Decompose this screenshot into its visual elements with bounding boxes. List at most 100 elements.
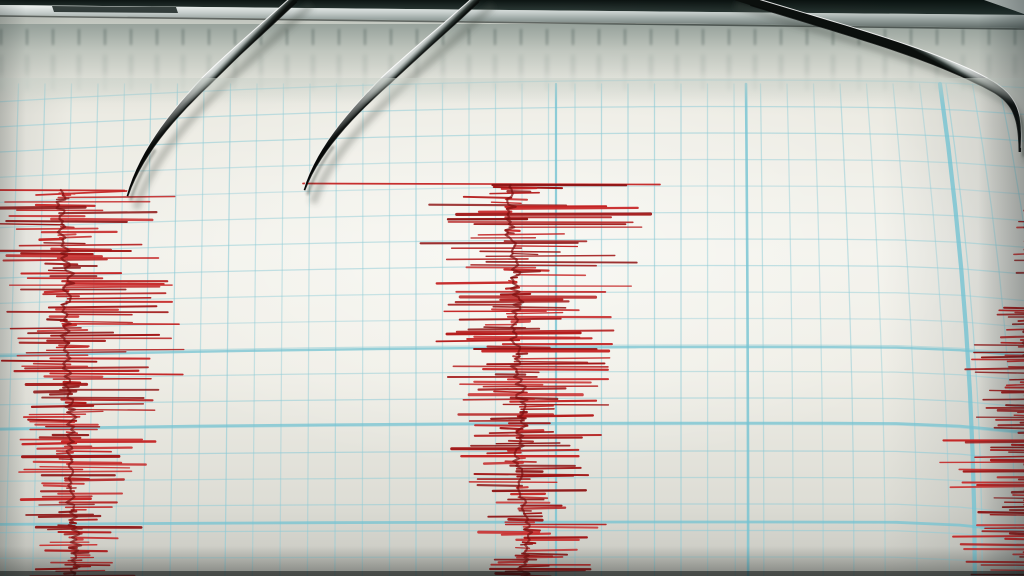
grid-line-v	[733, 83, 736, 576]
trace-left	[0, 188, 185, 576]
grid-line-v	[998, 83, 1024, 232]
trace-stroke	[42, 292, 167, 296]
trace-stroke	[58, 344, 90, 348]
trace-stroke	[19, 497, 92, 501]
trace-stroke	[990, 569, 1024, 572]
trace-stroke	[964, 367, 1024, 371]
grid-line-v-major	[744, 82, 750, 576]
trace-stroke	[44, 262, 79, 266]
trace-stroke	[2, 258, 108, 262]
trace-stroke	[435, 339, 521, 343]
trace-stroke	[524, 548, 578, 552]
grid-line-v	[812, 83, 824, 576]
trace-stroke	[958, 468, 1024, 471]
trace-stroke	[454, 300, 570, 304]
trace-stroke	[517, 496, 549, 500]
trace-stroke	[988, 389, 1024, 392]
trace-stroke	[428, 203, 568, 207]
grid-line-v	[839, 83, 855, 576]
trace-stroke	[5, 254, 103, 258]
trace-stroke	[515, 429, 545, 433]
grid-line-v	[361, 83, 364, 576]
trace-stroke	[25, 351, 127, 354]
trace-stroke	[58, 192, 76, 195]
arm-light-edge	[759, 0, 1003, 88]
trace-stroke	[965, 560, 1024, 564]
trace-stroke	[500, 187, 538, 190]
trace-stroke	[41, 482, 85, 485]
trace-stroke	[445, 331, 582, 336]
trace-stroke	[503, 268, 550, 272]
trace-stroke	[505, 206, 639, 210]
grid-line-v	[4, 83, 20, 576]
trace-stroke	[949, 485, 1024, 489]
trace-stroke	[435, 281, 518, 285]
trace-stroke	[55, 451, 74, 455]
trace-stroke	[989, 458, 1024, 462]
trace-stroke	[5, 220, 128, 223]
trace-stroke	[1017, 319, 1024, 323]
trace-stroke	[36, 446, 133, 450]
trace-stroke	[55, 197, 70, 201]
trace-stroke	[1005, 383, 1024, 387]
grid-line-v	[31, 83, 46, 576]
trace-stroke	[989, 449, 1024, 452]
trace-stroke	[523, 512, 543, 515]
trace-stroke	[504, 205, 608, 208]
trace-stroke	[1013, 414, 1024, 417]
rail-shadow-line	[0, 15, 1024, 30]
trace-stroke	[462, 195, 513, 199]
trace-stroke	[1004, 537, 1024, 541]
grid-line-h	[0, 476, 1024, 488]
trace-stroke	[996, 408, 1024, 413]
trace-stroke	[513, 245, 579, 248]
trace-stroke	[513, 357, 611, 360]
trace-stroke	[458, 317, 562, 321]
trace-stroke	[504, 198, 529, 201]
trace-stroke	[490, 417, 527, 421]
trace-stroke	[521, 552, 569, 556]
trace-stroke	[491, 308, 580, 312]
trace-stroke	[476, 484, 524, 487]
trace-stroke	[517, 506, 567, 510]
trace-stroke	[50, 247, 113, 252]
trace-stroke	[489, 191, 540, 195]
trace-stroke	[486, 362, 606, 366]
bottom-edge-shadow	[0, 571, 1024, 576]
trace-stroke	[1006, 328, 1024, 331]
trace-stroke	[973, 344, 1024, 347]
trace-stroke	[24, 366, 149, 370]
trace-stroke	[34, 203, 96, 208]
trace-stroke	[62, 385, 80, 389]
trace-stroke	[981, 530, 1024, 533]
trace-stroke	[66, 462, 147, 466]
trace-stroke	[485, 260, 638, 264]
arm-cast-shadow	[309, 2, 496, 205]
trace-stroke	[473, 433, 602, 437]
trace-stroke	[38, 503, 95, 506]
trace-stroke	[50, 333, 161, 337]
trace-stroke	[55, 450, 112, 453]
trace-middle	[302, 182, 661, 576]
trace-stroke	[15, 227, 99, 230]
trace-stroke	[467, 327, 541, 331]
trace-stroke	[64, 401, 87, 405]
trace-stroke	[993, 497, 1024, 499]
grid-line-v	[865, 83, 886, 576]
trace-stroke	[485, 254, 616, 257]
trace-stroke	[42, 484, 73, 488]
trace-stroke	[477, 387, 567, 391]
trace-stroke	[64, 563, 111, 567]
trace-stroke	[1012, 494, 1024, 497]
grid-line-v	[224, 83, 232, 576]
trace-stroke	[483, 326, 527, 329]
trace-stroke	[974, 371, 1024, 374]
arm-cast-shadow	[132, 2, 314, 211]
trace-stroke	[0, 205, 87, 210]
trace-stroke	[491, 489, 587, 493]
trace-stroke	[511, 252, 539, 256]
grid-line-v	[196, 83, 205, 576]
trace-stroke	[959, 543, 1024, 547]
grid-line-h	[0, 370, 1024, 382]
